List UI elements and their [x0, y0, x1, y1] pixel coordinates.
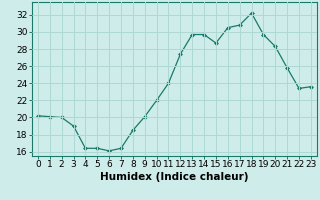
X-axis label: Humidex (Indice chaleur): Humidex (Indice chaleur) [100, 172, 249, 182]
